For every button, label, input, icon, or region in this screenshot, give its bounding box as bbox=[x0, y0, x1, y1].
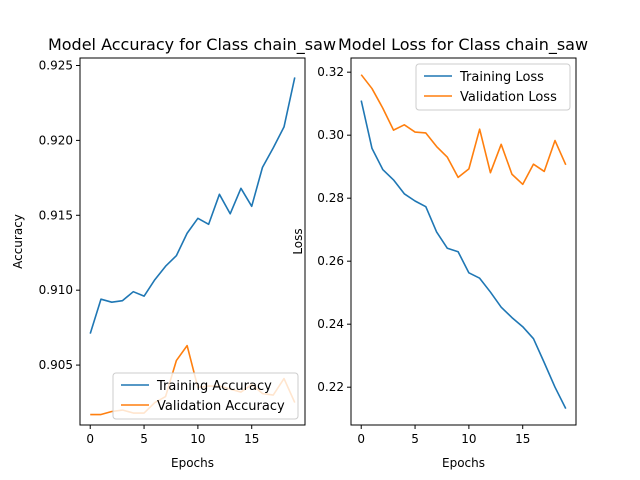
loss-y-axis-label: Loss bbox=[291, 228, 305, 254]
loss-x-tick-label: 10 bbox=[461, 432, 476, 446]
accuracy-training-line bbox=[89, 77, 296, 334]
accuracy-y-tick-label: 0.910 bbox=[39, 283, 73, 297]
accuracy-y-tick-label: 0.920 bbox=[39, 133, 73, 147]
accuracy-legend-label-validation: Validation Accuracy bbox=[157, 399, 285, 414]
loss-training-line bbox=[360, 100, 567, 409]
accuracy-legend-label-training: Training Accuracy bbox=[156, 379, 272, 394]
accuracy-plot-frame bbox=[79, 57, 306, 426]
loss-y-tick-label: 0.28 bbox=[317, 191, 344, 205]
accuracy-legend-box bbox=[112, 372, 299, 420]
loss-legend: Training Loss Validation Loss bbox=[415, 63, 571, 111]
loss-legend-label-validation: Validation Loss bbox=[460, 90, 557, 105]
loss-x-tick-label: 15 bbox=[515, 432, 530, 446]
loss-x-axis-label: Epochs bbox=[442, 456, 485, 470]
accuracy-y-tick-label: 0.925 bbox=[39, 58, 73, 72]
loss-x-tick-label: 0 bbox=[357, 432, 365, 446]
loss-legend-label-training: Training Loss bbox=[459, 70, 544, 85]
loss-validation-line bbox=[360, 74, 567, 186]
loss-y-tick-label: 0.30 bbox=[317, 128, 344, 142]
loss-y-tick-label: 0.22 bbox=[317, 380, 344, 394]
loss-x-tick-label: 5 bbox=[411, 432, 419, 446]
loss-y-tick-label: 0.26 bbox=[317, 254, 344, 268]
accuracy-y-axis-label: Accuracy bbox=[11, 214, 25, 269]
accuracy-x-tick-label: 0 bbox=[86, 432, 94, 446]
loss-plot-frame bbox=[350, 57, 577, 426]
accuracy-y-tick-label: 0.905 bbox=[39, 358, 73, 372]
loss-y-tick-label: 0.32 bbox=[317, 65, 344, 79]
accuracy-chart: 0 5 10 15 0.905 0.910 0.915 0.920 0.925 Model Ac… bbox=[11, 35, 336, 470]
loss-y-tick-label: 0.24 bbox=[317, 317, 344, 331]
loss-chart-title: Model Loss for Class chain_saw bbox=[338, 35, 588, 55]
accuracy-legend: Training Accuracy Validation Accuracy bbox=[112, 372, 299, 420]
loss-chart: 0 5 10 15 0.22 0.24 0.26 0.28 0.30 0.32 Model Los… bbox=[291, 35, 588, 470]
accuracy-y-tick-label: 0.915 bbox=[39, 208, 73, 222]
accuracy-x-tick-label: 15 bbox=[244, 432, 259, 446]
loss-legend-box bbox=[415, 63, 571, 111]
accuracy-chart-title: Model Accuracy for Class chain_saw bbox=[48, 35, 336, 55]
accuracy-x-axis-label: Epochs bbox=[171, 456, 214, 470]
accuracy-x-tick-label: 10 bbox=[190, 432, 205, 446]
accuracy-x-tick-label: 5 bbox=[140, 432, 148, 446]
